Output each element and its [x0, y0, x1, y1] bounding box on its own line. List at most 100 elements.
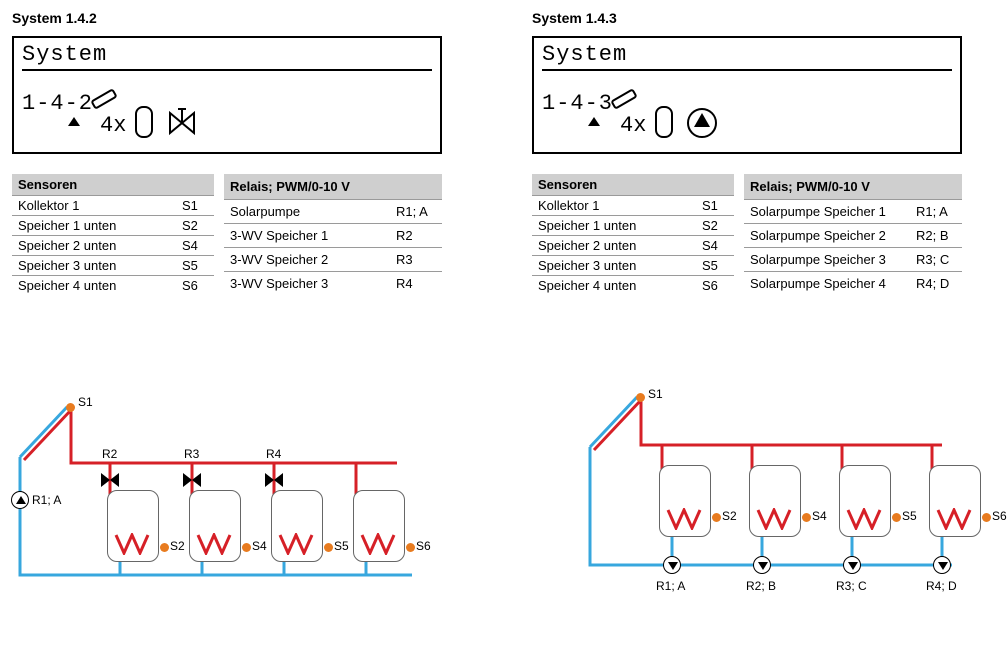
valve-icon	[183, 473, 201, 487]
relay-code: R2	[390, 224, 442, 248]
sensors-table: Sensoren Kollektor 1S1 Speicher 1 untenS…	[12, 174, 214, 295]
sensor-code: S2	[176, 216, 214, 236]
tank-icon	[134, 105, 158, 141]
system-right: System 1.4.3 System 1-4-3 4x	[532, 10, 962, 295]
system-title: System 1.4.3	[532, 10, 962, 26]
relay-label: 3-WV Speicher 3	[224, 272, 390, 295]
tank-sensor-label: S2	[170, 539, 185, 553]
sensor-label: Speicher 2 unten	[12, 236, 176, 256]
coil-icon	[756, 508, 792, 530]
system-title: System 1.4.2	[12, 10, 442, 26]
sensor-code: S6	[696, 276, 734, 296]
tank-icon	[749, 465, 801, 537]
tank-sensor-label: S4	[252, 539, 267, 553]
sensors-header: Sensoren	[532, 174, 734, 196]
relays-table: Relais; PWM/0-10 V Solarpumpe Speicher 1…	[744, 174, 962, 295]
relay-code: R2; B	[910, 224, 962, 248]
pump-label: R1; A	[656, 579, 685, 593]
sensor-label: Kollektor 1	[532, 196, 696, 216]
tank-sensor-label: S4	[812, 509, 827, 523]
coil-icon	[360, 533, 396, 555]
relay-code: R1; A	[390, 200, 442, 224]
sensors-table: Sensoren Kollektor 1S1 Speicher 1 untenS…	[532, 174, 734, 295]
coil-icon	[114, 533, 150, 555]
collector-sensor-label: S1	[648, 387, 663, 401]
valve-icon	[265, 473, 283, 487]
coil-icon	[196, 533, 232, 555]
valve-icon	[166, 105, 200, 141]
relay-code: R4; D	[910, 272, 962, 295]
coil-icon	[936, 508, 972, 530]
pump-icon	[663, 556, 681, 574]
pump-label: R1; A	[32, 493, 61, 507]
relays-header: Relais; PWM/0-10 V	[744, 174, 962, 200]
lcd-word: System	[542, 42, 952, 71]
system-left: System 1.4.2 System 1-4-2 4x	[12, 10, 442, 295]
lcd-panel: System 1-4-3 4x	[532, 36, 962, 154]
hydraulic-diagram-142: S1 R1; A R2 R3 R4 S2 S4 S5 S6	[12, 395, 432, 595]
collector-sensor-label: S1	[78, 395, 93, 409]
relay-label: Solarpumpe Speicher 2	[744, 224, 910, 248]
hydraulic-diagram-143: S1 S2 S4 S5 S6 R1; A R2; B R3; C R4; D	[552, 395, 972, 595]
tables-group: Sensoren Kollektor 1S1 Speicher 1 untenS…	[532, 174, 962, 295]
valve-icon	[101, 473, 119, 487]
sensor-label: Speicher 1 unten	[12, 216, 176, 236]
relay-label: Solarpumpe Speicher 1	[744, 200, 910, 224]
pump-icon	[753, 556, 771, 574]
sensor-dot-icon	[160, 543, 169, 552]
tank-sensor-label: S5	[334, 539, 349, 553]
relay-label: 3-WV Speicher 1	[224, 224, 390, 248]
tank-icon	[107, 490, 159, 562]
sensor-dot-icon	[892, 513, 901, 522]
relays-table: Relais; PWM/0-10 V SolarpumpeR1; A 3-WV …	[224, 174, 442, 295]
relay-code: R1; A	[910, 200, 962, 224]
sensor-dot-icon	[242, 543, 251, 552]
lcd-panel: System 1-4-2 4x	[12, 36, 442, 154]
relay-label: Solarpumpe Speicher 3	[744, 248, 910, 272]
relay-label: 3-WV Speicher 2	[224, 248, 390, 272]
coil-icon	[278, 533, 314, 555]
sensor-code: S1	[696, 196, 734, 216]
lcd-4x: 4x	[620, 113, 646, 138]
pump-icon	[843, 556, 861, 574]
lcd-code: 1-4-2	[22, 91, 93, 116]
sensor-label: Kollektor 1	[12, 196, 176, 216]
sensor-code: S2	[696, 216, 734, 236]
sensor-code: S4	[176, 236, 214, 256]
tank-icon	[189, 490, 241, 562]
pump-label: R3; C	[836, 579, 867, 593]
sensor-dot-icon	[324, 543, 333, 552]
coil-icon	[666, 508, 702, 530]
pump-icon	[686, 105, 720, 141]
sensor-label: Speicher 3 unten	[12, 256, 176, 276]
pump-icon	[11, 491, 29, 509]
sensor-dot-icon	[982, 513, 991, 522]
tank-sensor-label: S6	[416, 539, 431, 553]
relay-label: Solarpumpe	[224, 200, 390, 224]
tank-icon	[353, 490, 405, 562]
pump-label: R4; D	[926, 579, 957, 593]
relay-code: R3	[390, 248, 442, 272]
sensor-dot-icon	[66, 403, 75, 412]
sensor-code: S4	[696, 236, 734, 256]
tank-icon	[659, 465, 711, 537]
tank-icon	[654, 105, 678, 141]
sensor-label: Speicher 4 unten	[532, 276, 696, 296]
lcd-code: 1-4-3	[542, 91, 613, 116]
tank-sensor-label: S2	[722, 509, 737, 523]
sensor-dot-icon	[802, 513, 811, 522]
tank-icon	[839, 465, 891, 537]
pump-icon	[933, 556, 951, 574]
relay-label: Solarpumpe Speicher 4	[744, 272, 910, 295]
lcd-4x: 4x	[100, 113, 126, 138]
sensor-label: Speicher 1 unten	[532, 216, 696, 236]
valve-label: R3	[184, 447, 199, 461]
relay-code: R3; C	[910, 248, 962, 272]
tank-sensor-label: S5	[902, 509, 917, 523]
tank-sensor-label: S6	[992, 509, 1007, 523]
tank-icon	[929, 465, 981, 537]
sensor-label: Speicher 2 unten	[532, 236, 696, 256]
lcd-cursor-icon	[68, 117, 80, 126]
sensor-code: S1	[176, 196, 214, 216]
sensor-code: S5	[176, 256, 214, 276]
